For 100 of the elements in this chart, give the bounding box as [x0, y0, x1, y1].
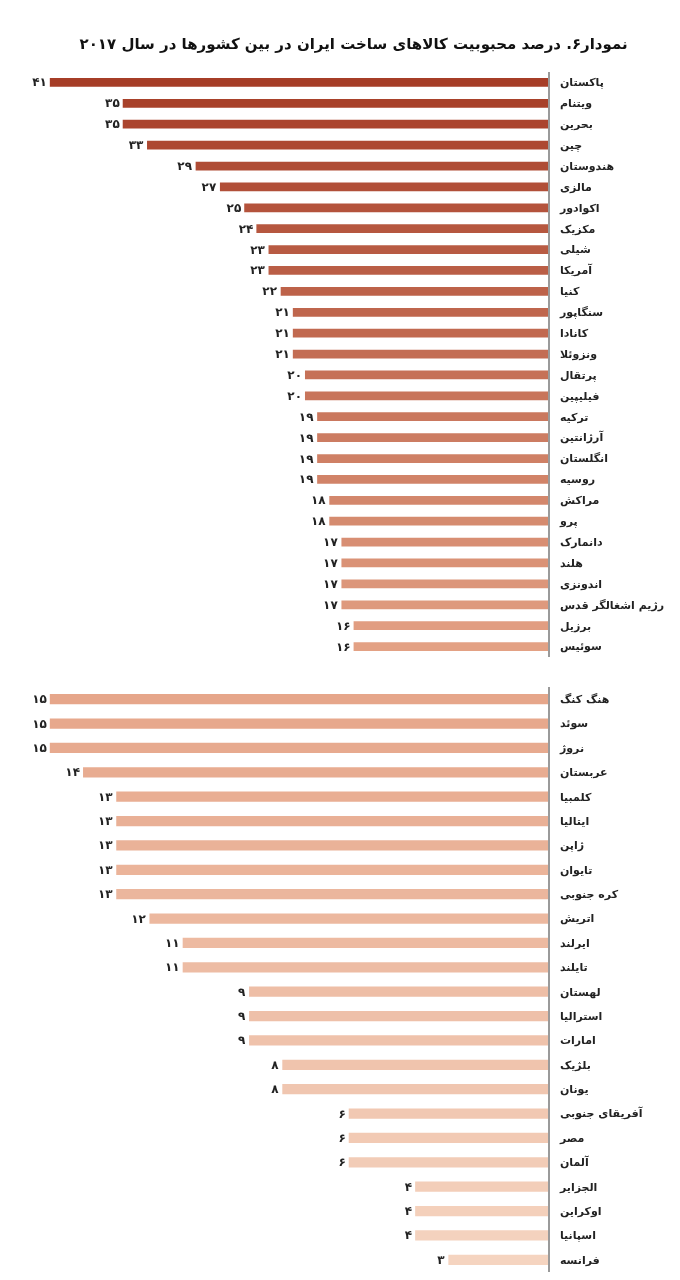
y-tick-label: پرو	[558, 515, 578, 529]
y-tick-label: ایرلند	[559, 936, 590, 950]
bar	[415, 1181, 548, 1192]
data-label: ۶	[338, 1130, 346, 1145]
bar	[268, 266, 548, 275]
y-tick-label: مصر	[558, 1131, 585, 1145]
y-tick-label: مراکش	[559, 494, 600, 508]
y-tick-label: روسیه	[559, 473, 596, 487]
data-label: ۱۳	[97, 862, 114, 877]
y-tick-label: الجزایر	[558, 1180, 598, 1194]
bar	[149, 913, 548, 924]
bar	[341, 600, 548, 610]
bar	[317, 454, 548, 463]
bar	[268, 245, 548, 254]
bar	[49, 718, 548, 729]
y-tick-label: ترکیه	[559, 410, 589, 424]
data-label: ۱۲	[131, 911, 147, 926]
bar	[256, 224, 548, 234]
y-tick-label: ایتالیا	[559, 814, 590, 828]
data-label: ۱۹	[298, 409, 315, 424]
bar	[147, 140, 548, 150]
bar	[341, 537, 548, 547]
y-tick-label: ونزوئلا	[559, 347, 598, 361]
data-label: ۱۷	[323, 555, 339, 570]
y-tick-label: لهستان	[559, 985, 601, 999]
data-label: ۱۹	[298, 430, 315, 445]
y-tick-label: سنگاپور	[558, 306, 604, 320]
data-label: ۱۳	[97, 887, 114, 902]
data-label: ۱۷	[323, 535, 339, 550]
bar	[353, 642, 548, 651]
y-tick-label: هنگ کنگ	[559, 692, 610, 707]
bar	[116, 791, 548, 802]
bar	[292, 307, 548, 317]
bar	[292, 328, 548, 338]
y-tick-label: شیلی	[559, 243, 591, 257]
y-tick-label: یونان	[559, 1083, 589, 1097]
bar	[195, 161, 548, 171]
bar	[49, 742, 548, 754]
y-tick-label: امارات	[559, 1034, 596, 1048]
bar	[348, 1132, 548, 1144]
data-label: ۱۱	[165, 960, 180, 975]
bar	[353, 621, 548, 631]
bar	[304, 370, 548, 380]
y-tick-label: اندونزی	[559, 577, 603, 591]
y-tick-label: آمریکا	[559, 263, 593, 278]
y-tick-label: هلند	[559, 556, 583, 570]
data-label: ۱۵	[32, 716, 47, 731]
bar	[317, 433, 548, 443]
bar	[341, 558, 548, 568]
bar	[244, 203, 548, 213]
y-tick-label: تایلند	[559, 961, 588, 975]
data-label: ۲۰	[287, 367, 302, 382]
data-label: ۱۵	[32, 692, 47, 707]
data-label: ۲۲	[262, 284, 278, 299]
data-label: ۱۳	[97, 838, 114, 853]
bar	[182, 962, 548, 973]
y-tick-label: مالزی	[559, 180, 592, 194]
bar	[348, 1108, 548, 1119]
bar	[415, 1205, 548, 1217]
bar	[116, 815, 548, 827]
bar	[219, 182, 548, 192]
data-label: ۱۳	[97, 789, 114, 804]
y-tick-label: آلمان	[559, 1155, 589, 1170]
data-label: ۳۵	[105, 117, 120, 132]
data-label: ۴۱	[32, 75, 47, 90]
bar	[49, 78, 548, 87]
y-tick-label: پاکستان	[559, 76, 604, 90]
y-tick-label: انگلستان	[559, 452, 608, 466]
data-label: ۸	[271, 1082, 280, 1097]
y-tick-label: استرالیا	[559, 1009, 603, 1023]
data-label: ۴	[404, 1204, 413, 1219]
bar	[122, 119, 548, 129]
data-label: ۱۸	[310, 493, 327, 508]
data-label: ۴	[404, 1228, 413, 1243]
y-tick-label: کنیا	[559, 285, 581, 299]
y-tick-label: نروژ	[558, 741, 585, 755]
bar	[122, 98, 548, 108]
bar	[83, 767, 548, 778]
data-label: ۱۱	[165, 935, 180, 950]
bar	[304, 391, 548, 401]
y-tick-label: مکزیک	[559, 222, 596, 236]
data-label: ۲۰	[287, 388, 302, 403]
bar	[116, 840, 548, 851]
bar	[317, 475, 548, 484]
data-label: ۲۳	[250, 263, 266, 278]
data-label: ۹	[238, 1033, 247, 1048]
data-label: ۸	[271, 1057, 280, 1072]
data-label: ۱۷	[323, 576, 339, 591]
data-label: ۱۷	[323, 597, 339, 612]
y-tick-label: عربستان	[559, 766, 608, 780]
data-label: ۹	[238, 1009, 247, 1024]
data-label: ۱۹	[298, 472, 315, 487]
data-label: ۱۳	[97, 814, 114, 829]
y-tick-label: آفریقای جنوبی	[559, 1106, 643, 1121]
y-tick-label: سوئیس	[559, 640, 602, 654]
bar	[329, 495, 548, 505]
bar	[280, 286, 548, 296]
data-label: ۶	[338, 1155, 346, 1170]
bar	[249, 986, 548, 997]
data-label: ۲۱	[275, 305, 290, 320]
